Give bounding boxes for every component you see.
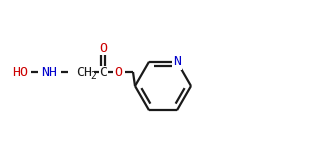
Text: C: C xyxy=(99,66,107,79)
Text: O: O xyxy=(114,66,122,79)
Text: O: O xyxy=(99,41,107,55)
Text: CH: CH xyxy=(76,66,92,79)
Text: NH: NH xyxy=(41,66,57,79)
Text: N: N xyxy=(173,55,181,68)
Text: 2: 2 xyxy=(90,71,96,81)
Text: HO: HO xyxy=(12,66,28,79)
